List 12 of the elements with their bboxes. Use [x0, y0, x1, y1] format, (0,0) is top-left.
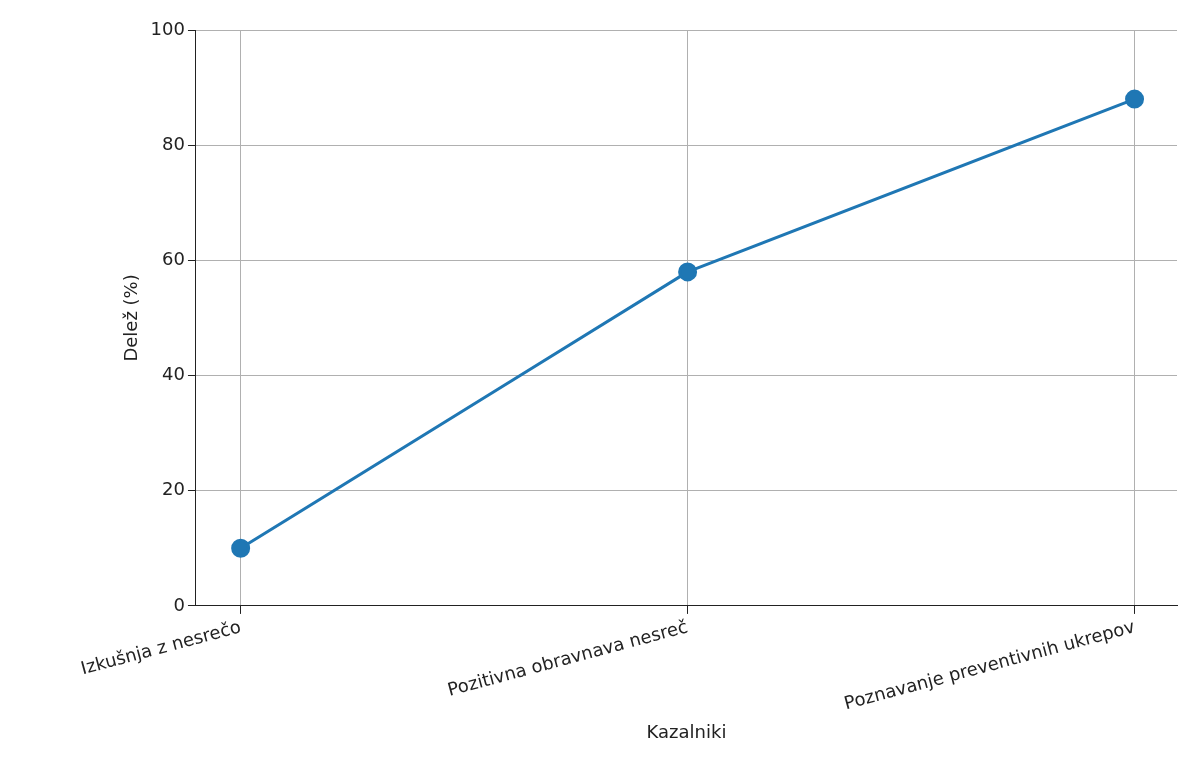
y-tick-label: 0: [173, 593, 185, 615]
y-axis-title: Delež (%): [120, 274, 142, 362]
y-tick-label: 60: [162, 248, 185, 270]
point: [231, 538, 251, 558]
point: [1125, 89, 1145, 109]
x-axis-title: Kazalniki: [646, 720, 727, 742]
x-tick-label: Izkušnja z nesrečo: [78, 615, 243, 679]
y-tick-label: 80: [162, 132, 185, 154]
y-tick-label: 100: [150, 17, 185, 39]
point: [678, 262, 698, 282]
y-tick-label: 40: [162, 363, 185, 385]
y-tick-label: 20: [162, 478, 185, 500]
